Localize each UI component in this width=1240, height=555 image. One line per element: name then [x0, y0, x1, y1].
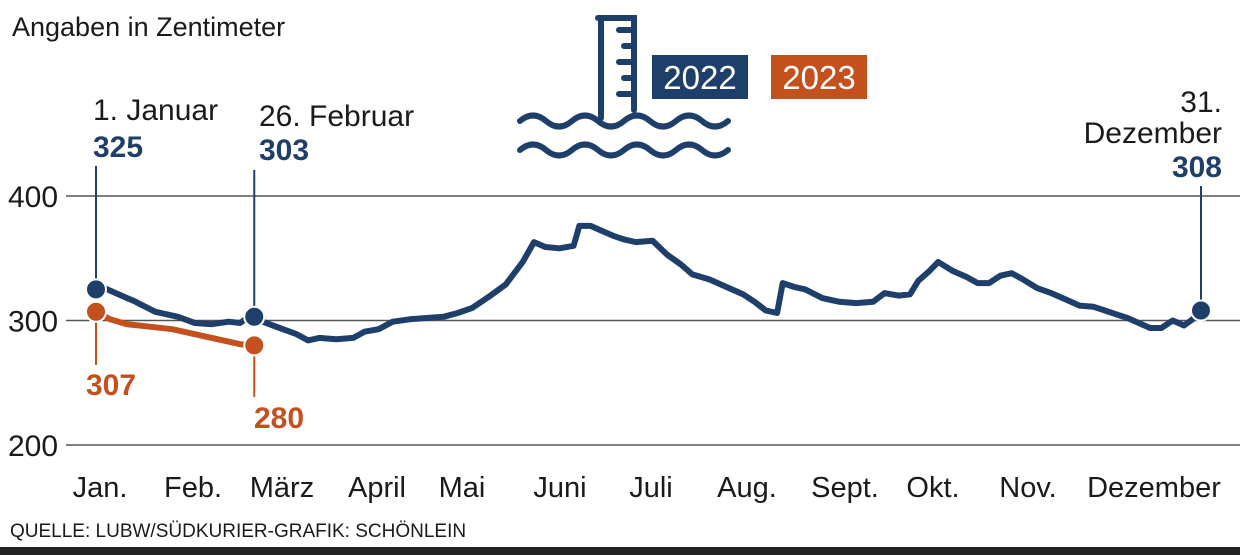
series-line-2023 [93, 308, 258, 349]
series-line-2022 [93, 222, 1204, 344]
x-tick-label: Juni [533, 472, 586, 504]
source-credit: QUELLE: LUBW/SÜDKURIER-GRAFIK: SCHÖNLEIN [10, 521, 466, 542]
annotation-date-dec31-line2: Dezember [1084, 117, 1222, 150]
legend-swatch-2022 [652, 55, 748, 99]
x-tick-label: Jan. [73, 472, 128, 504]
annotation-marker [85, 300, 107, 323]
x-tick-label: Okt. [906, 472, 959, 504]
legend-label-2022: 2022 [663, 59, 736, 96]
annotation-marker [243, 334, 266, 357]
legend-swatch-2023 [771, 55, 867, 99]
x-axis: Jan. Feb. März April Mai Juni Juli Aug. Sept. Okt… [73, 472, 1222, 504]
series-lines [93, 222, 1204, 349]
annotation-value-feb26-2022: 303 [259, 134, 309, 167]
bottom-rule [0, 547, 1240, 555]
x-tick-label: März [250, 472, 314, 504]
x-tick-label: Mai [439, 472, 486, 504]
annotation-value-jan1-2022: 325 [93, 131, 143, 164]
annotation-value-dec31-2022: 308 [1172, 151, 1222, 184]
x-tick-label: Sept. [811, 472, 879, 504]
annotation-markers [85, 278, 1212, 357]
annotation-date-dec31-line1: 31. [1180, 86, 1222, 119]
x-tick-label: Nov. [999, 472, 1056, 504]
y-tick-label: 200 [8, 430, 58, 463]
annotation-leaders [95, 166, 1202, 397]
y-tick-label: 300 [8, 306, 58, 339]
annotation-value-jan1-2023: 307 [86, 369, 136, 402]
annotation-date-jan1: 1. Januar [93, 94, 218, 127]
legend: 2022 2023 [652, 55, 867, 99]
annotation-date-feb26: 26. Februar [259, 100, 414, 133]
x-tick-label: April [348, 472, 406, 504]
annotation-marker [1190, 299, 1212, 322]
annotation-value-feb26-2023: 280 [254, 402, 304, 435]
water-gauge-icon [517, 15, 731, 159]
legend-label-2023: 2023 [782, 59, 855, 96]
chart-subtitle: Angaben in Zentimeter [12, 12, 285, 42]
y-tick-label: 400 [8, 181, 58, 214]
x-tick-label: Feb. [164, 472, 222, 504]
x-tick-label: Dezember [1087, 472, 1221, 504]
y-axis: 200 300 400 [8, 181, 58, 463]
x-tick-label: Juli [629, 472, 673, 504]
annotation-marker [85, 278, 107, 301]
x-tick-label: Aug. [717, 472, 777, 504]
annotation-marker [243, 305, 266, 328]
